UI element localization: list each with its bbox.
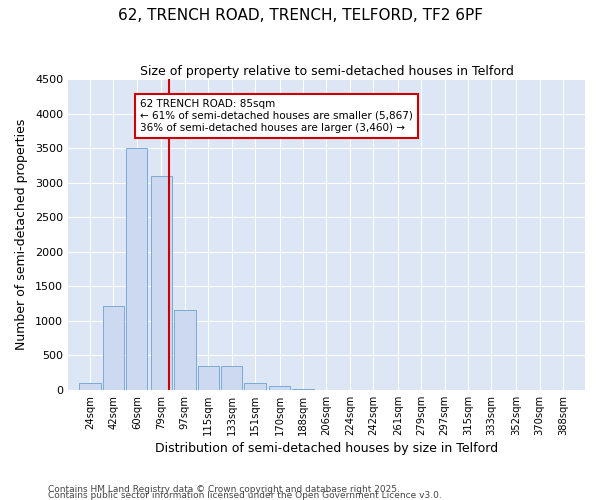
Bar xyxy=(244,383,266,390)
Text: 62 TRENCH ROAD: 85sqm
← 61% of semi-detached houses are smaller (5,867)
36% of s: 62 TRENCH ROAD: 85sqm ← 61% of semi-deta… xyxy=(140,100,413,132)
Bar xyxy=(292,389,314,390)
Bar xyxy=(126,148,148,390)
Bar xyxy=(103,306,124,390)
Y-axis label: Number of semi-detached properties: Number of semi-detached properties xyxy=(15,119,28,350)
Bar xyxy=(221,366,242,390)
Bar xyxy=(79,383,101,390)
Bar xyxy=(174,310,196,390)
Text: Contains public sector information licensed under the Open Government Licence v3: Contains public sector information licen… xyxy=(48,492,442,500)
X-axis label: Distribution of semi-detached houses by size in Telford: Distribution of semi-detached houses by … xyxy=(155,442,498,455)
Text: 62, TRENCH ROAD, TRENCH, TELFORD, TF2 6PF: 62, TRENCH ROAD, TRENCH, TELFORD, TF2 6P… xyxy=(118,8,482,22)
Bar xyxy=(197,366,219,390)
Text: Contains HM Land Registry data © Crown copyright and database right 2025.: Contains HM Land Registry data © Crown c… xyxy=(48,486,400,494)
Title: Size of property relative to semi-detached houses in Telford: Size of property relative to semi-detach… xyxy=(140,65,514,78)
Bar xyxy=(151,176,172,390)
Bar xyxy=(269,386,290,390)
